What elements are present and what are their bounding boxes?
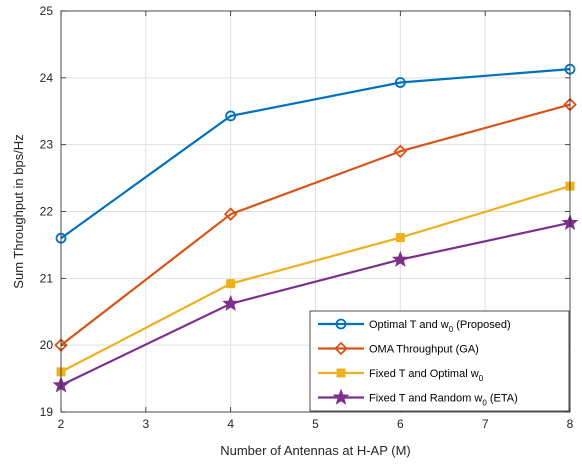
legend-label: Optimal T and w0 (Proposed)	[369, 319, 511, 334]
legend-label: Fixed T and Random w0 (ETA)	[369, 393, 518, 408]
legend-text-part: Fixed T and Random w	[369, 393, 482, 405]
y-tick-label: 20	[40, 338, 54, 352]
x-tick-label: 6	[397, 417, 404, 431]
series-line	[60, 68, 571, 240]
legend-marker-diamond	[334, 341, 348, 356]
x-tick-label: 4	[227, 417, 234, 431]
x-axis-label: Number of Antennas at H-AP (M)	[220, 443, 411, 458]
legend: Optimal T and w0 (Proposed)OMA Throughpu…	[309, 310, 570, 412]
legend-subscript: 0	[449, 325, 454, 334]
series-line	[60, 221, 571, 387]
series-line	[60, 103, 571, 347]
legend-text-part: (ETA)	[487, 393, 518, 405]
data-point-circle	[225, 110, 237, 122]
legend-text-part: OMA Throughput (GA)	[369, 344, 479, 356]
data-point-circle	[394, 77, 406, 88]
x-tick-label: 2	[58, 417, 65, 431]
legend-marker-star	[332, 388, 350, 405]
data-point-star	[391, 250, 409, 267]
legend-item: Fixed T and Optimal w0	[318, 368, 484, 383]
x-tick-label: 8	[567, 417, 574, 431]
legend-label: Fixed T and Optimal w0	[369, 368, 484, 383]
legend-marker-circle	[335, 318, 347, 330]
legend-text-part: (Proposed)	[453, 319, 510, 331]
y-tick-label: 25	[40, 4, 54, 18]
legend-item: OMA Throughput (GA)	[318, 341, 479, 356]
x-tick-label: 5	[312, 417, 319, 431]
legend-subscript: 0	[482, 399, 487, 408]
legend-label: OMA Throughput (GA)	[369, 344, 479, 356]
data-point-diamond	[393, 144, 408, 159]
y-tick-label: 19	[40, 405, 54, 419]
legend-item: Optimal T and w0 (Proposed)	[318, 318, 511, 334]
legend-item: Fixed T and Random w0 (ETA)	[318, 388, 518, 408]
data-point-square	[395, 233, 405, 243]
x-tick-label: 7	[482, 417, 489, 431]
y-tick-label: 22	[40, 205, 54, 219]
legend-box	[309, 310, 570, 412]
data-point-star	[222, 294, 240, 311]
data-point-diamond	[223, 207, 238, 221]
x-tick-label: 3	[142, 417, 149, 431]
legend-subscript: 0	[479, 374, 484, 383]
y-axis-label: Sum Throughput in bps/Hz	[11, 134, 26, 288]
legend-text-part: Fixed T and Optimal w	[369, 368, 479, 380]
y-tick-label: 23	[40, 138, 54, 152]
legend-text-part: Optimal T and w	[369, 319, 449, 331]
legend-marker-square	[336, 368, 346, 378]
series-line	[60, 185, 571, 373]
data-point-square	[226, 279, 236, 289]
y-tick-label: 24	[40, 71, 54, 85]
y-tick-label: 21	[40, 271, 54, 285]
